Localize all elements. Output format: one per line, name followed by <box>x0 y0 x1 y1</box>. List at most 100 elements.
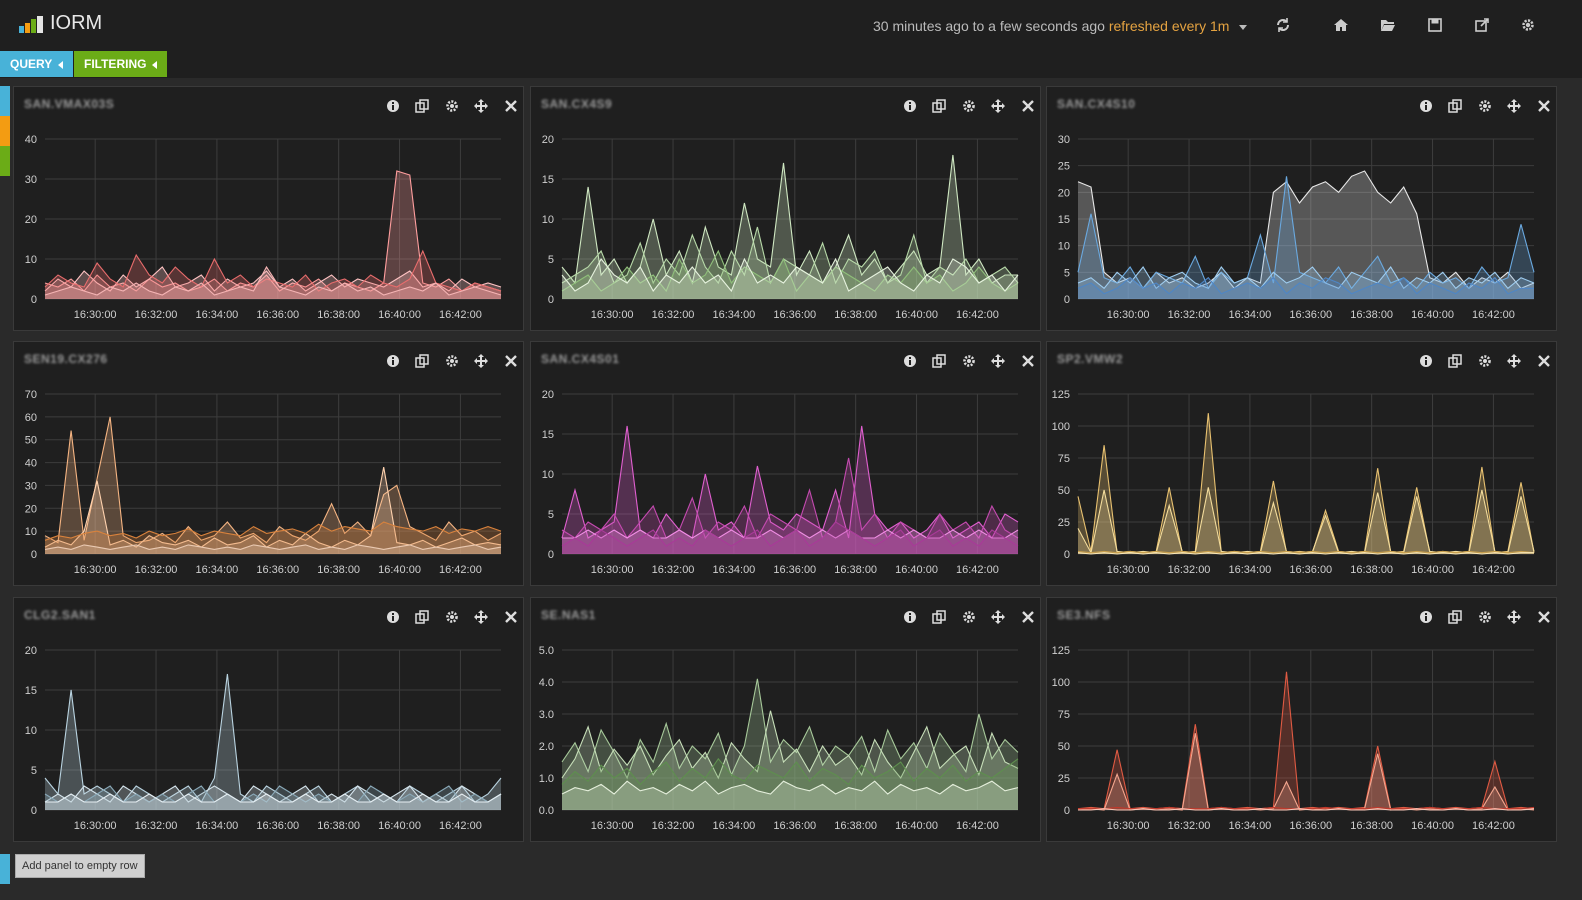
panel-title[interactable]: SE.NAS1 <box>541 608 596 622</box>
info-icon[interactable] <box>386 99 400 113</box>
y-tick-label: 125 <box>1052 645 1070 657</box>
x-tick-label: 16:42:00 <box>1472 820 1515 832</box>
gear-icon[interactable] <box>962 354 976 368</box>
gear-icon[interactable] <box>445 610 459 624</box>
panel-title[interactable]: SAN.VMAX03S <box>24 97 115 111</box>
duplicate-icon[interactable] <box>932 99 946 113</box>
gear-icon[interactable] <box>445 354 459 368</box>
gear-icon[interactable] <box>1478 354 1492 368</box>
series-area <box>1078 277 1534 299</box>
row-tab-orange[interactable] <box>0 116 10 146</box>
move-icon[interactable] <box>1507 610 1521 624</box>
panel-title[interactable]: SEN19.CX276 <box>24 352 108 366</box>
panel-title[interactable]: CLG2.SAN1 <box>24 608 96 622</box>
info-icon[interactable] <box>903 354 917 368</box>
info-icon[interactable] <box>903 610 917 624</box>
move-icon[interactable] <box>991 354 1005 368</box>
y-tick-label: 4.0 <box>539 677 554 689</box>
settings-gear-icon[interactable] <box>1520 17 1536 33</box>
close-icon[interactable] <box>1021 99 1035 113</box>
series-line <box>1077 733 1535 811</box>
duplicate-icon[interactable] <box>1448 610 1462 624</box>
gear-icon[interactable] <box>445 99 459 113</box>
refresh-icon[interactable] <box>1275 17 1291 33</box>
dashboard-title[interactable]: IORM <box>50 12 103 34</box>
panel-title[interactable]: SAN.CX4S10 <box>1057 97 1136 111</box>
x-tick-label: 16:36:00 <box>773 564 816 576</box>
x-tick-label: 16:40:00 <box>378 820 421 832</box>
info-icon[interactable] <box>1419 354 1433 368</box>
move-icon[interactable] <box>991 610 1005 624</box>
info-icon[interactable] <box>386 354 400 368</box>
graph-panel: SEN19.CX276 0 10 20 30 40 50 60 70 16:30:00 16:32:… <box>13 341 524 586</box>
gear-icon[interactable] <box>1478 610 1492 624</box>
row-tab-query[interactable] <box>0 86 10 116</box>
home-icon[interactable] <box>1333 17 1349 33</box>
folder-open-icon[interactable] <box>1380 17 1396 33</box>
logo-icon <box>19 16 43 33</box>
query-pill[interactable]: QUERY <box>0 51 74 77</box>
timepicker[interactable]: 30 minutes ago to a few seconds ago refr… <box>873 18 1248 34</box>
y-tick-label: 30 <box>25 480 37 492</box>
close-icon[interactable] <box>1537 99 1551 113</box>
info-icon[interactable] <box>903 99 917 113</box>
share-icon[interactable] <box>1474 17 1490 33</box>
row-tab-empty-row[interactable] <box>0 854 10 884</box>
series-line <box>1077 266 1535 290</box>
close-icon[interactable] <box>504 99 518 113</box>
series-area <box>45 794 501 810</box>
y-tick-label: 50 <box>25 435 37 447</box>
x-tick-label: 16:36:00 <box>773 309 816 321</box>
pill-bar <box>0 50 1582 78</box>
save-icon[interactable] <box>1427 17 1443 33</box>
chart-svg: 0 25 50 75 100 125 16:30:00 16:32:00 16:34:00 16:… <box>1052 389 1535 576</box>
x-tick-label: 16:38:00 <box>1350 309 1393 321</box>
info-icon[interactable] <box>386 610 400 624</box>
move-icon[interactable] <box>1507 99 1521 113</box>
close-icon[interactable] <box>1021 354 1035 368</box>
panel-title[interactable]: SE3.NFS <box>1057 608 1111 622</box>
duplicate-icon[interactable] <box>932 354 946 368</box>
gear-icon[interactable] <box>962 610 976 624</box>
close-icon[interactable] <box>504 610 518 624</box>
close-icon[interactable] <box>1021 610 1035 624</box>
duplicate-icon[interactable] <box>415 354 429 368</box>
info-icon[interactable] <box>1419 610 1433 624</box>
x-tick-label: 16:30:00 <box>591 564 634 576</box>
move-icon[interactable] <box>474 354 488 368</box>
series-line <box>561 710 1019 780</box>
move-icon[interactable] <box>991 99 1005 113</box>
close-icon[interactable] <box>1537 354 1551 368</box>
series-line <box>44 673 502 803</box>
y-tick-label: 25 <box>1058 517 1070 529</box>
info-icon[interactable] <box>1419 99 1433 113</box>
y-tick-label: 20 <box>1058 187 1070 199</box>
filtering-pill[interactable]: FILTERING <box>74 51 168 77</box>
gear-icon[interactable] <box>962 99 976 113</box>
series-area <box>1078 671 1534 810</box>
refresh-interval-text[interactable]: refreshed every 1m <box>1108 18 1230 34</box>
move-icon[interactable] <box>474 99 488 113</box>
row-tab-filtering[interactable] <box>0 146 10 176</box>
series-line <box>1077 413 1535 554</box>
duplicate-icon[interactable] <box>1448 354 1462 368</box>
add-panel-button[interactable]: Add panel to empty row <box>15 854 145 878</box>
x-tick-label: 16:32:00 <box>135 309 178 321</box>
series-area <box>1078 176 1534 299</box>
series-line <box>561 257 1019 293</box>
panel-title[interactable]: SAN.CX4S9 <box>541 97 613 111</box>
chevron-down-icon[interactable] <box>1239 24 1248 30</box>
panel-title[interactable]: SAN.CX4S01 <box>541 352 620 366</box>
duplicate-icon[interactable] <box>932 610 946 624</box>
duplicate-icon[interactable] <box>415 99 429 113</box>
y-tick-label: 30 <box>25 174 37 186</box>
duplicate-icon[interactable] <box>415 610 429 624</box>
move-icon[interactable] <box>474 610 488 624</box>
gear-icon[interactable] <box>1478 99 1492 113</box>
close-icon[interactable] <box>1537 610 1551 624</box>
move-icon[interactable] <box>1507 354 1521 368</box>
duplicate-icon[interactable] <box>1448 99 1462 113</box>
panel-title[interactable]: SP2.VMW2 <box>1057 352 1124 366</box>
time-range-text[interactable]: 30 minutes ago to a few seconds ago <box>873 18 1105 34</box>
close-icon[interactable] <box>504 354 518 368</box>
